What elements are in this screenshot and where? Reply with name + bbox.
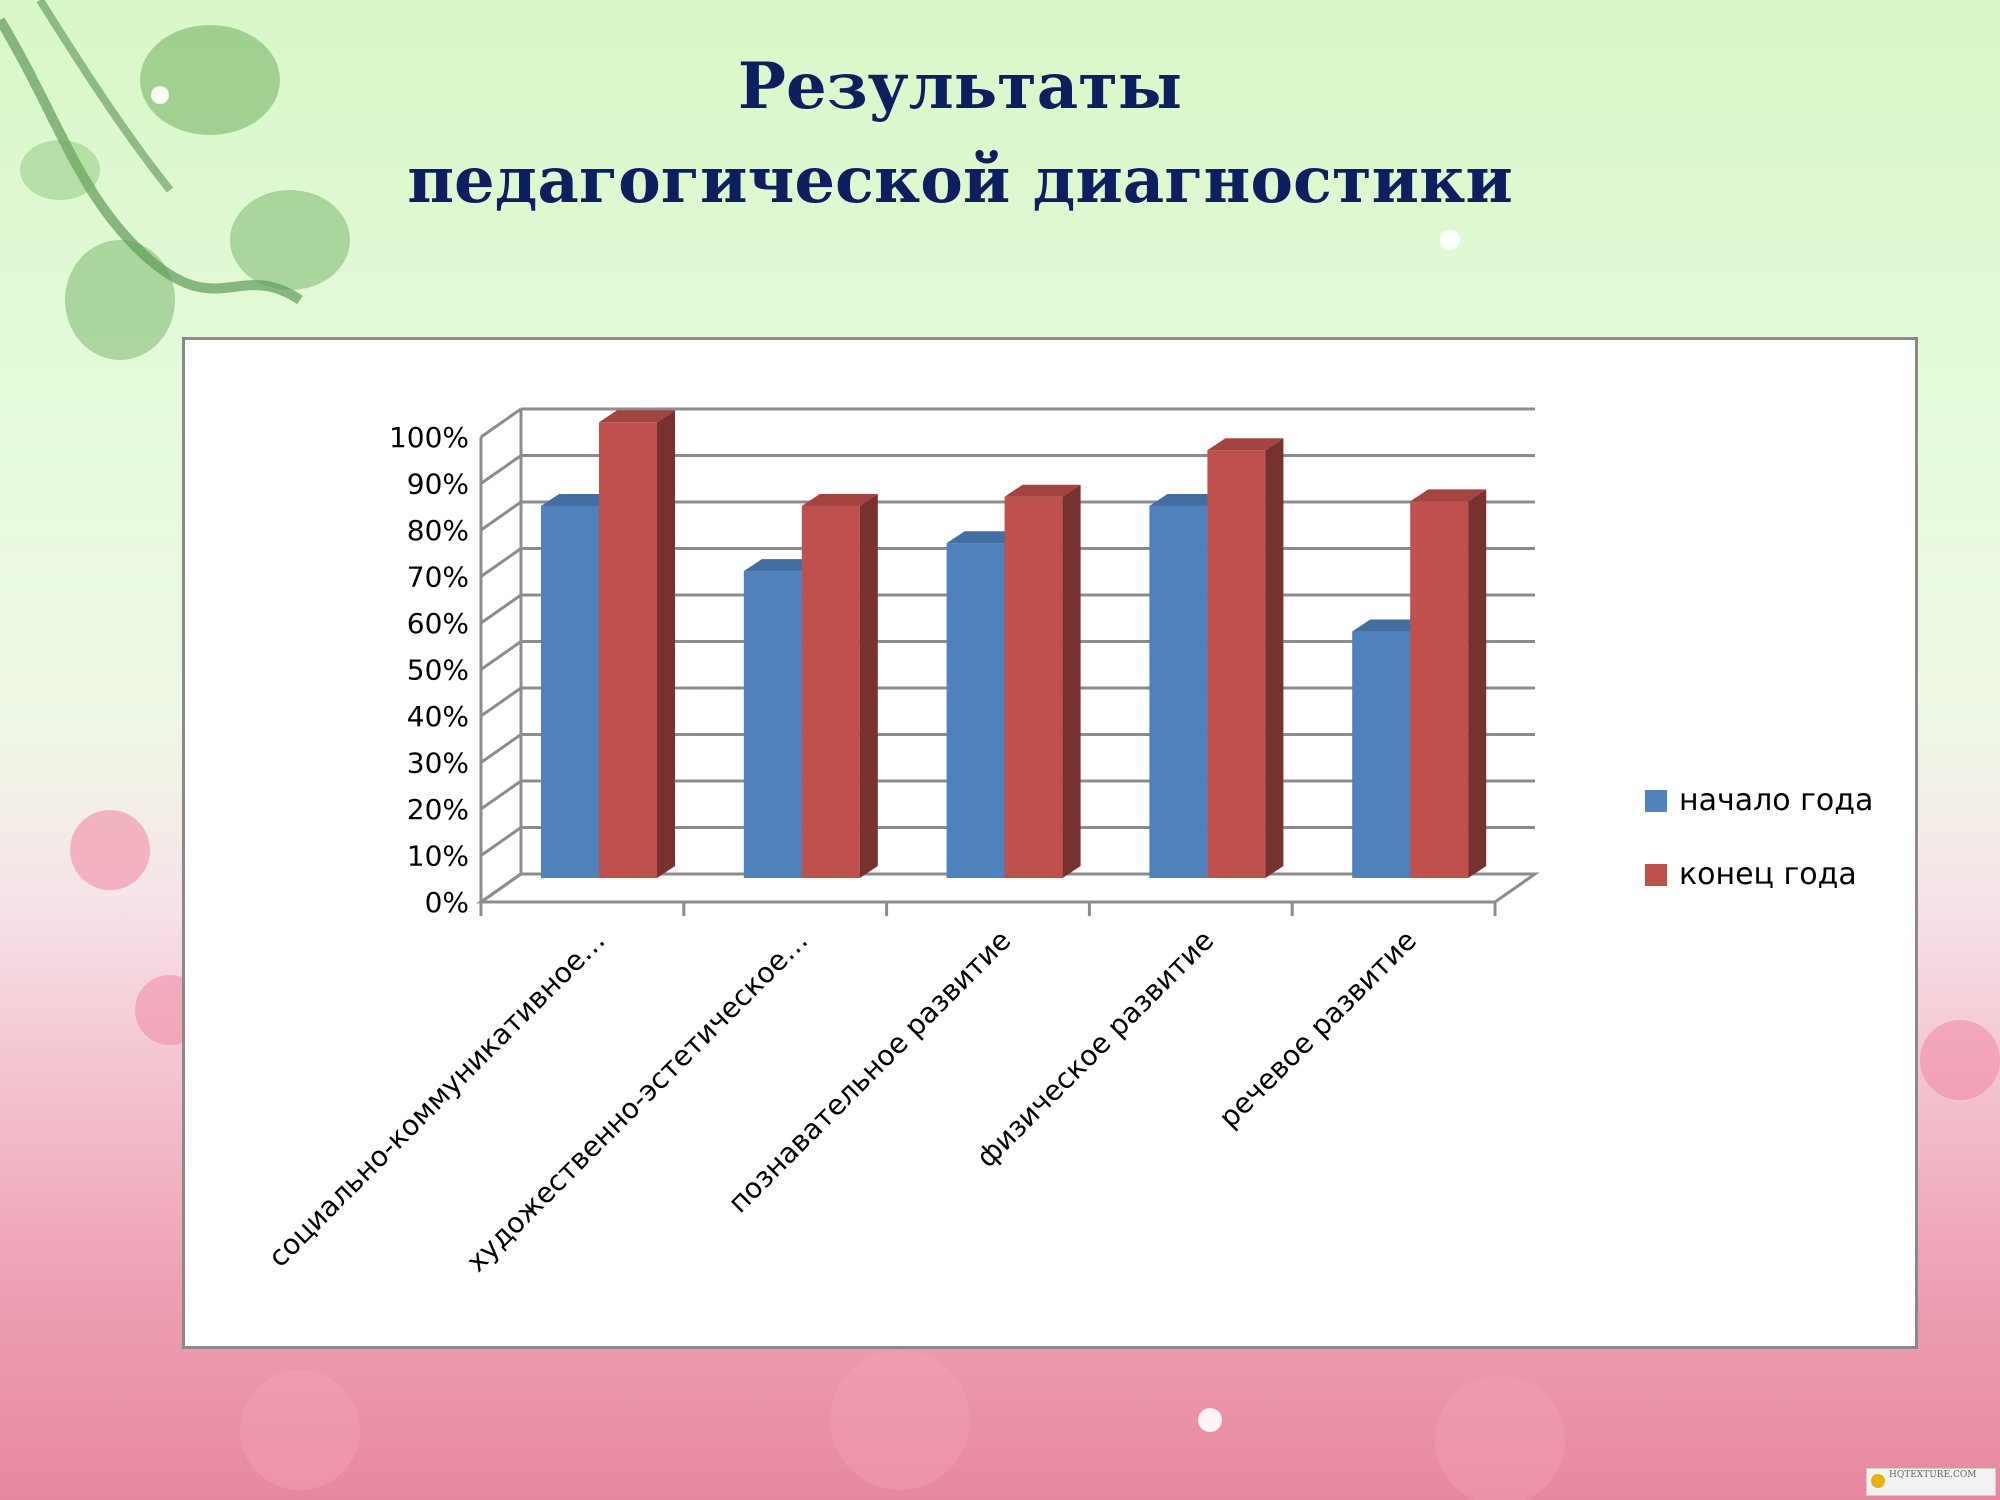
bar-0-0 (541, 506, 599, 878)
gridline-side (480, 686, 522, 718)
bokeh-decoration (240, 1370, 360, 1490)
x-category-label: речевое развитие (1212, 924, 1423, 1135)
leaf-decoration (230, 190, 350, 290)
y-tick-label: 80% (407, 514, 469, 547)
bar-1-3 (1207, 450, 1266, 878)
legend-label-1: конец года (1679, 857, 1857, 892)
chart-floor (476, 872, 1540, 904)
x-category-label: художественно-эстетическое… (460, 924, 815, 1279)
sparkle-decoration (1440, 230, 1460, 250)
vine-decoration (0, 17, 303, 305)
x-category-label: социально-коммуникативное… (262, 924, 612, 1274)
y-tick-label: 40% (407, 700, 469, 733)
bar-chart: 0% 10% 20% 30% 40% 50% 60% 70% 80% 90% 100% социаль… (262, 407, 1873, 1279)
bar-1-2 (1004, 496, 1063, 878)
gridline-side (480, 547, 522, 578)
bar-top-0-4 (1352, 619, 1429, 632)
bar-top-1-1 (801, 494, 878, 506)
sparkle-decoration (151, 86, 169, 104)
gridline-side (480, 826, 522, 857)
gridline-side (480, 733, 522, 764)
chart-frame: 0% 10% 20% 30% 40% 50% 60% 70% 80% 90% 100% социаль… (182, 337, 1918, 1349)
sparkle-decoration (1198, 1408, 1222, 1432)
gridline-side (480, 500, 522, 532)
gridline-side (480, 640, 522, 671)
leaf-decoration (20, 140, 100, 200)
gridline-side (480, 454, 522, 485)
slide-title-line2: педагогической диагностики (407, 143, 1513, 218)
bar-top-0-1 (743, 559, 820, 572)
bar-1-0 (599, 422, 657, 878)
bar-side-1-1 (859, 494, 878, 878)
legend-label-0: начало года (1679, 783, 1873, 818)
watermark: HQTEXTURE.COM (1866, 1468, 1996, 1496)
bar-0-1 (743, 571, 802, 878)
legend-swatch-1 (1645, 864, 1667, 886)
slide-title: Результаты педагогической диагностики (300, 40, 1620, 228)
y-tick-label: 10% (407, 840, 469, 873)
bar-top-1-4 (1410, 489, 1487, 502)
y-tick-label: 100% (389, 421, 469, 454)
y-tick-label: 30% (407, 747, 469, 780)
bar-top-1-0 (599, 410, 675, 423)
y-tick-label: 70% (407, 561, 469, 594)
y-tick-label: 60% (407, 607, 469, 640)
bar-top-0-3 (1149, 494, 1226, 506)
watermark-logo-icon (1871, 1474, 1885, 1488)
leaf-decoration (65, 240, 175, 360)
bar-1-4 (1410, 501, 1469, 878)
bar-0-3 (1149, 506, 1208, 878)
y-tick-label: 0% (425, 886, 469, 919)
slide-title-line1: Результаты (737, 49, 1183, 124)
bokeh-decoration (830, 1350, 970, 1490)
flower-decoration (1920, 1020, 2000, 1100)
x-category-label: физическое развитие (970, 924, 1220, 1174)
y-tick-label: 90% (407, 468, 469, 501)
bar-top-1-2 (1004, 484, 1081, 497)
bokeh-decoration (1435, 1375, 1565, 1500)
bar-top-0-2 (946, 531, 1023, 544)
vine-decoration (36, 0, 174, 193)
bar-1-1 (801, 506, 860, 878)
y-tick-label: 20% (407, 793, 469, 826)
y-tick-label: 50% (407, 654, 469, 687)
bar-0-4 (1352, 631, 1411, 878)
leaf-decoration (140, 25, 280, 135)
gridline-side (480, 779, 522, 811)
gridline-side (480, 593, 522, 625)
watermark-text: HQTEXTURE.COM (1889, 1470, 1977, 1480)
bar-top-1-3 (1207, 438, 1284, 451)
bar-side-1-3 (1265, 438, 1284, 878)
bar-0-2 (946, 543, 1005, 878)
bar-side-1-2 (1062, 484, 1081, 878)
bar-side-1-0 (657, 410, 675, 878)
legend-swatch-0 (1645, 790, 1667, 812)
flower-decoration (70, 810, 150, 890)
gridline-side (480, 407, 522, 439)
bar-top-0-0 (541, 494, 617, 506)
bar-side-1-4 (1468, 489, 1487, 878)
